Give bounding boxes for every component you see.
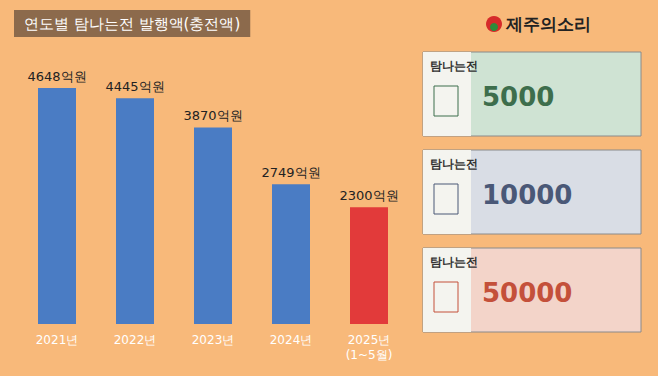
svg-text:3870억원: 3870억원 xyxy=(183,108,242,123)
svg-text:4648억원: 4648억원 xyxy=(27,69,86,84)
svg-text:2749억원: 2749억원 xyxy=(261,165,320,180)
svg-text:2023년: 2023년 xyxy=(192,333,235,347)
svg-text:탐나는전: 탐나는전 xyxy=(430,255,478,269)
svg-text:10000: 10000 xyxy=(482,180,572,210)
svg-text:2025년: 2025년 xyxy=(348,333,391,347)
svg-text:2021년: 2021년 xyxy=(36,333,79,347)
svg-text:탐나는전: 탐나는전 xyxy=(430,157,478,171)
svg-text:탐나는전: 탐나는전 xyxy=(430,59,478,73)
svg-text:2300억원: 2300억원 xyxy=(339,188,398,203)
svg-text:연도별 탐나는전 발행액(충전액): 연도별 탐나는전 발행액(충전액) xyxy=(24,15,240,33)
svg-text:2022년: 2022년 xyxy=(114,333,157,347)
svg-text:(1~5월): (1~5월) xyxy=(346,348,393,362)
svg-text:제주의소리: 제주의소리 xyxy=(505,14,591,34)
svg-text:5000: 5000 xyxy=(482,82,554,112)
svg-text:50000: 50000 xyxy=(482,278,572,308)
svg-text:4445억원: 4445억원 xyxy=(105,79,164,94)
svg-text:2024년: 2024년 xyxy=(270,333,313,347)
